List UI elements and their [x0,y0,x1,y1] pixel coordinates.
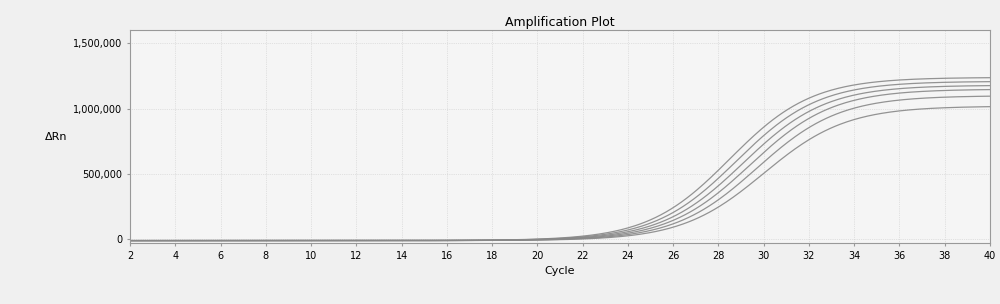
X-axis label: Cycle: Cycle [545,266,575,276]
Title: Amplification Plot: Amplification Plot [505,16,615,29]
Y-axis label: ΔRn: ΔRn [45,132,68,142]
